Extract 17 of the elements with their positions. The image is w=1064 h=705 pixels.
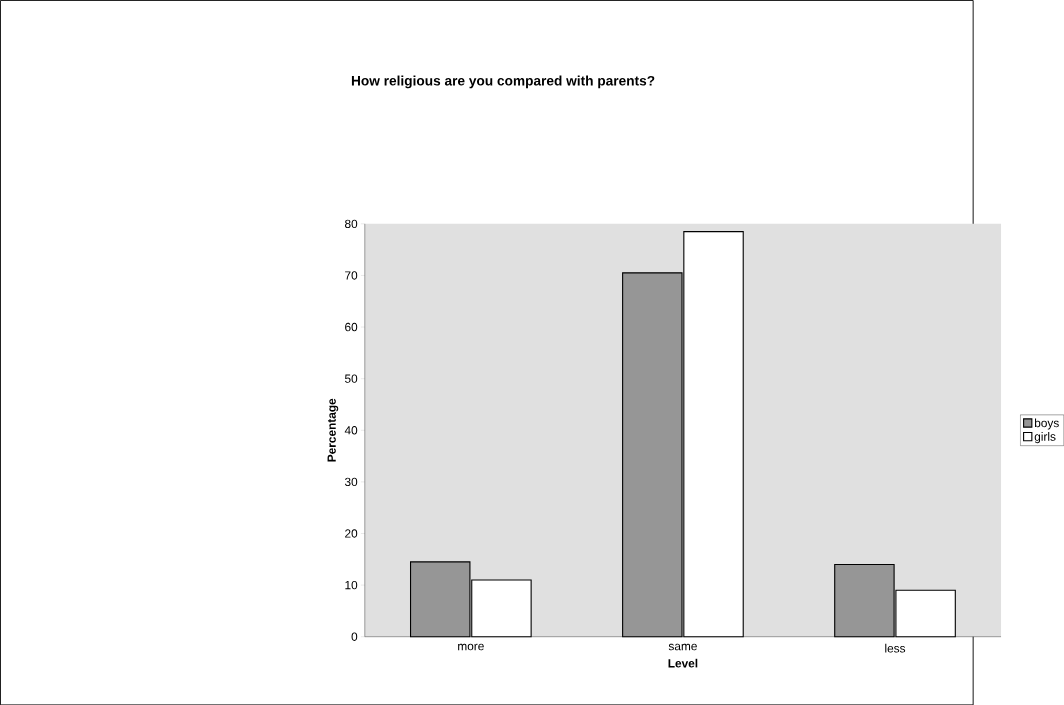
legend-label: boys	[1034, 418, 1059, 430]
y-tick-label: 50	[344, 374, 358, 383]
y-tick-label: 60	[345, 322, 358, 332]
y-tick-label: 80	[345, 219, 358, 228]
x-axis-title: Level	[668, 658, 698, 668]
y-tick-label: 0	[351, 632, 358, 641]
y-tick-label: 40	[344, 425, 358, 435]
legend-label: girls	[1034, 431, 1056, 443]
chart-title: How religious are you compared with parents?	[351, 75, 655, 89]
y-tick-label: 10	[345, 580, 358, 590]
y-tick-label: 30	[344, 477, 358, 486]
y-tick-label: 20	[345, 529, 358, 538]
y-axis-title: Percentage	[327, 398, 339, 462]
y-tick-label: 70	[345, 271, 358, 280]
x-tick-label: same	[668, 643, 697, 651]
x-tick-label: less	[885, 643, 906, 653]
x-tick-label: more	[458, 643, 484, 651]
